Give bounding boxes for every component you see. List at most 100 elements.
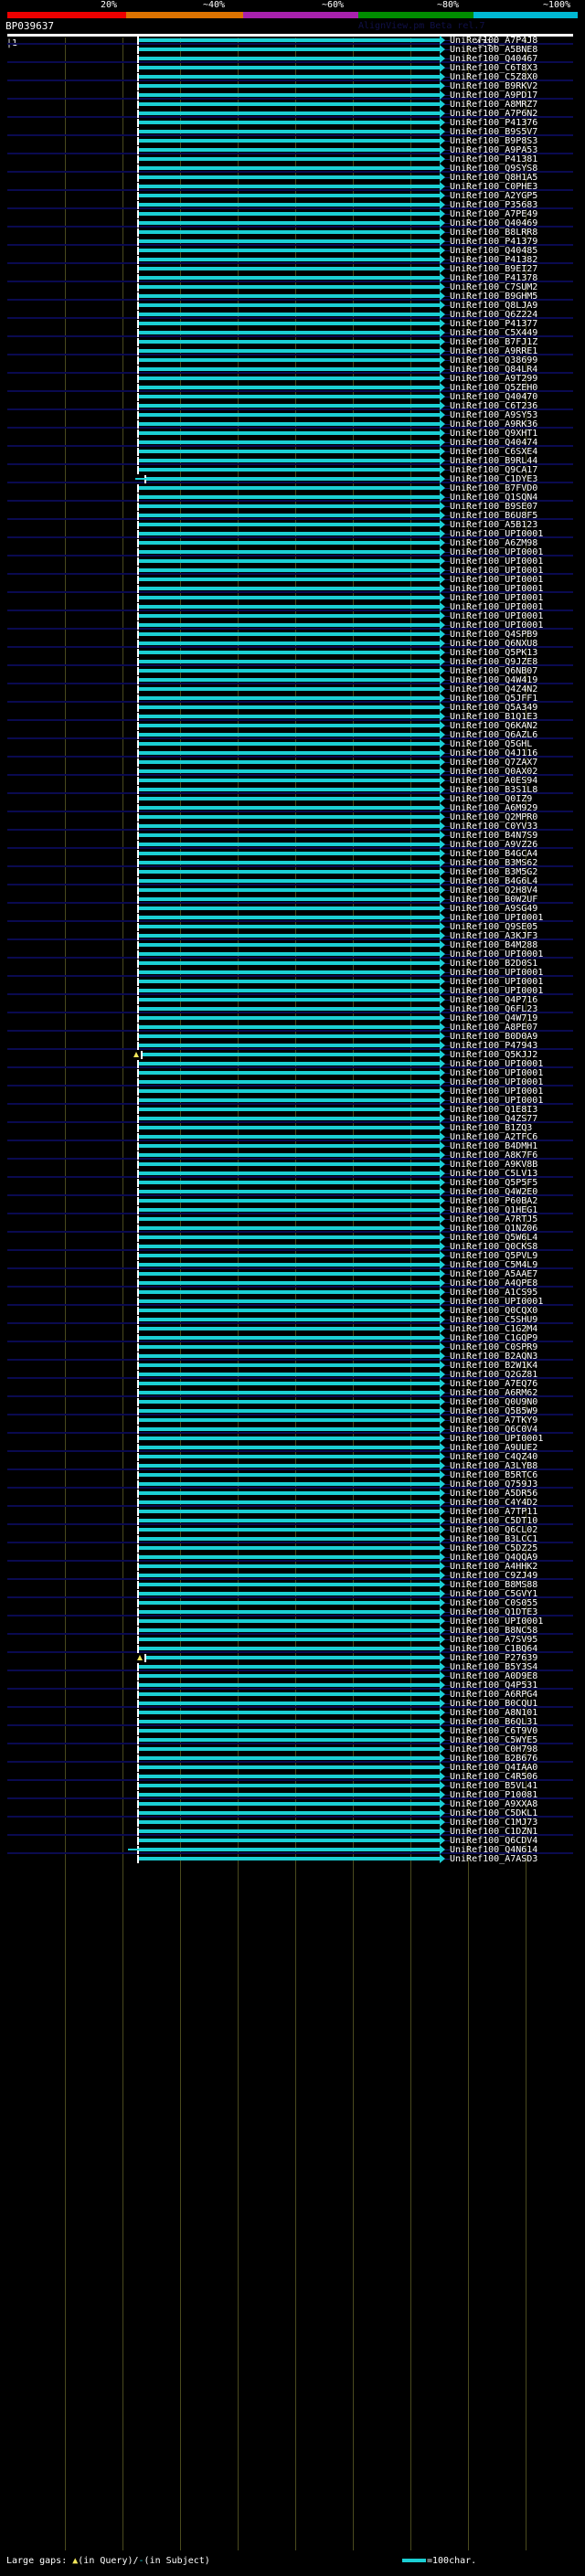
subject-label[interactable]: UniRef100_A8PE07	[450, 1023, 538, 1033]
subject-label[interactable]: UniRef100_B2W1K4	[450, 1361, 538, 1371]
subject-label[interactable]: UniRef100_P60BA2	[450, 1196, 538, 1206]
alignment-bar[interactable]	[139, 1820, 440, 1824]
subject-label[interactable]: UniRef100_B5RTC6	[450, 1470, 538, 1480]
subject-label[interactable]: UniRef100_P10081	[450, 1790, 538, 1800]
alignment-bar[interactable]	[139, 660, 440, 663]
subject-label[interactable]: UniRef100_Q4W419	[450, 675, 538, 685]
subject-label[interactable]: UniRef100_A7P6N2	[450, 109, 538, 119]
alignment-bar[interactable]	[139, 1062, 440, 1065]
subject-label[interactable]: UniRef100_A4HHK2	[450, 1562, 538, 1572]
alignment-bar[interactable]	[139, 203, 440, 207]
alignment-bar[interactable]	[139, 349, 440, 353]
alignment-bar[interactable]	[139, 879, 440, 883]
subject-label[interactable]: UniRef100_Q4W719	[450, 1013, 538, 1023]
alignment-bar[interactable]	[139, 249, 440, 252]
subject-label[interactable]: UniRef100_A9RRE1	[450, 346, 538, 356]
subject-label[interactable]: UniRef100_A9VZ26	[450, 840, 538, 850]
alignment-bar[interactable]	[139, 1263, 440, 1267]
subject-label[interactable]: UniRef100_UPI0001	[450, 1059, 544, 1069]
alignment-bar[interactable]	[139, 550, 440, 554]
subject-label[interactable]: UniRef100_C1GQP9	[450, 1333, 538, 1343]
subject-label[interactable]: UniRef100_C4R506	[450, 1772, 538, 1782]
subject-label[interactable]: UniRef100_Q40474	[450, 438, 538, 448]
subject-label[interactable]: UniRef100_UPI0001	[450, 593, 544, 603]
alignment-bar[interactable]	[139, 1747, 440, 1751]
subject-label[interactable]: UniRef100_B9RL44	[450, 456, 538, 466]
alignment-bar[interactable]	[139, 623, 440, 627]
subject-label[interactable]: UniRef100_Q9CA17	[450, 465, 538, 475]
alignment-bar[interactable]	[139, 687, 440, 691]
subject-label[interactable]: UniRef100_P27639	[450, 1653, 538, 1663]
alignment-bar[interactable]	[139, 157, 440, 161]
alignment-bar[interactable]	[139, 1199, 440, 1203]
alignment-bar[interactable]	[139, 285, 440, 289]
alignment-bar[interactable]	[139, 998, 440, 1002]
subject-label[interactable]: UniRef100_C0H798	[450, 1744, 538, 1754]
alignment-bar[interactable]	[139, 1692, 440, 1696]
subject-label[interactable]: UniRef100_B2B676	[450, 1754, 538, 1764]
subject-label[interactable]: UniRef100_UPI0001	[450, 1096, 544, 1106]
alignment-bar[interactable]	[139, 431, 440, 435]
alignment-bar[interactable]	[139, 1519, 440, 1522]
alignment-bar[interactable]	[139, 1181, 440, 1184]
alignment-bar[interactable]	[139, 788, 440, 791]
subject-label[interactable]: UniRef100_UPI0001	[450, 547, 544, 557]
subject-label[interactable]: UniRef100_B3M5G2	[450, 867, 538, 877]
alignment-bar[interactable]	[139, 906, 440, 910]
subject-label[interactable]: UniRef100_A4QPE8	[450, 1278, 538, 1288]
subject-label[interactable]: UniRef100_UPI0001	[450, 977, 544, 987]
alignment-bar[interactable]	[139, 93, 440, 97]
subject-label[interactable]: UniRef100_B1ZQ3	[450, 1123, 533, 1133]
alignment-bar[interactable]	[139, 212, 440, 216]
alignment-bar[interactable]	[139, 925, 440, 928]
subject-label[interactable]: UniRef100_Q5W6L4	[450, 1233, 538, 1243]
alignment-bar[interactable]	[139, 139, 440, 143]
subject-label[interactable]: UniRef100_Q6CDV4	[450, 1836, 538, 1846]
alignment-bar[interactable]	[139, 514, 440, 517]
alignment-bar[interactable]	[139, 1034, 440, 1038]
alignment-bar[interactable]	[139, 870, 440, 874]
alignment-bar[interactable]	[139, 1500, 440, 1504]
subject-label[interactable]: UniRef100_A8MRZ7	[450, 100, 538, 110]
subject-label[interactable]: UniRef100_UPI0001	[450, 620, 544, 631]
alignment-bar[interactable]	[139, 1354, 440, 1358]
subject-label[interactable]: UniRef100_UPI0001	[450, 949, 544, 959]
alignment-bar[interactable]	[139, 1171, 440, 1175]
alignment-bar[interactable]	[139, 1153, 440, 1157]
subject-label[interactable]: UniRef100_A9T299	[450, 374, 538, 384]
alignment-bar[interactable]	[139, 313, 440, 316]
subject-label[interactable]: UniRef100_B0W2UF	[450, 895, 538, 905]
subject-label[interactable]: UniRef100_Q4Z4N2	[450, 684, 538, 694]
subject-label[interactable]: UniRef100_C5X449	[450, 328, 538, 338]
subject-label[interactable]: UniRef100_A9UUE2	[450, 1443, 538, 1453]
alignment-bar[interactable]	[139, 1720, 440, 1723]
subject-label[interactable]: UniRef100_Q4SPB9	[450, 630, 538, 640]
subject-label[interactable]: UniRef100_B4DMH1	[450, 1141, 538, 1151]
alignment-bar[interactable]	[139, 111, 440, 115]
subject-label[interactable]: UniRef100_C1MJ73	[450, 1818, 538, 1828]
subject-label[interactable]: UniRef100_Q5P5F5	[450, 1178, 538, 1188]
subject-label[interactable]: UniRef100_B3MS62	[450, 858, 538, 868]
alignment-bar[interactable]	[139, 1135, 440, 1139]
alignment-bar[interactable]	[139, 568, 440, 572]
alignment-bar[interactable]	[139, 322, 440, 325]
alignment-bar[interactable]	[139, 358, 440, 362]
subject-label[interactable]: UniRef100_UPI0001	[450, 1617, 544, 1627]
subject-label[interactable]: UniRef100_C1G2M4	[450, 1324, 538, 1334]
subject-label[interactable]: UniRef100_P41378	[450, 273, 538, 283]
subject-label[interactable]: UniRef100_C5LV13	[450, 1169, 538, 1179]
subject-label[interactable]: UniRef100_A5BNE8	[450, 45, 538, 55]
alignment-bar[interactable]	[139, 934, 440, 938]
alignment-bar[interactable]	[139, 1473, 440, 1477]
alignment-bar[interactable]	[139, 1108, 440, 1111]
subject-label[interactable]: UniRef100_Q6FL23	[450, 1004, 538, 1014]
subject-label[interactable]: UniRef100_P47943	[450, 1041, 538, 1051]
subject-label[interactable]: UniRef100_A9XXA8	[450, 1799, 538, 1809]
subject-label[interactable]: UniRef100_A5B123	[450, 520, 538, 530]
subject-label[interactable]: UniRef100_A7RTJ5	[450, 1214, 538, 1224]
alignment-bar[interactable]	[139, 587, 440, 590]
subject-label[interactable]: UniRef100_B8LRR8	[450, 228, 538, 238]
subject-label[interactable]: UniRef100_B5VL41	[450, 1781, 538, 1791]
subject-label[interactable]: UniRef100_A7TKY9	[450, 1415, 538, 1426]
subject-label[interactable]: UniRef100_C5Z8X0	[450, 72, 538, 82]
